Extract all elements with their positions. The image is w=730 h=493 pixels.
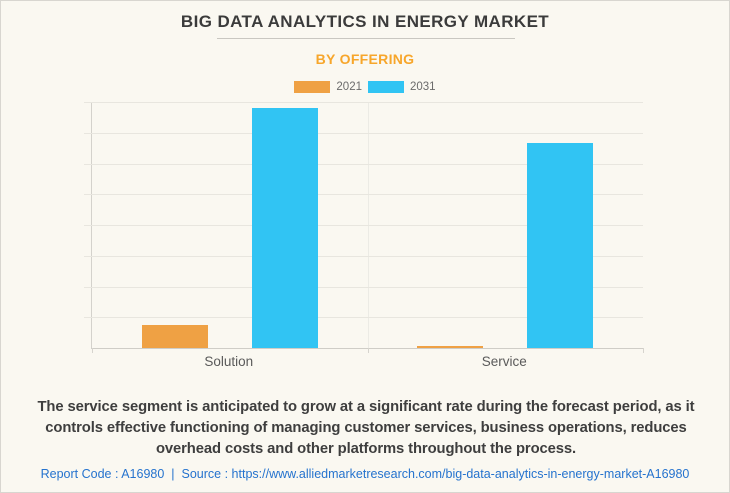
gridline (84, 194, 643, 196)
gridline (84, 225, 643, 226)
gridline (84, 132, 643, 134)
source-url-link[interactable]: https://www.alliedmarketresearch.com/big… (231, 467, 690, 481)
gridline (84, 102, 643, 103)
gridline (84, 163, 643, 165)
x-axis-label-service: Service (481, 354, 527, 369)
bar-solution-2031[interactable] (251, 108, 318, 348)
chart-legend: 2021 2031 (1, 81, 729, 93)
title-divider (217, 38, 515, 39)
x-axis-tick (92, 348, 93, 353)
insight-text: The service segment is anticipated to gr… (37, 399, 695, 457)
gridline (84, 317, 643, 319)
bar-service-2021[interactable] (417, 345, 484, 348)
legend-label-2031: 2031 (410, 81, 436, 93)
legend-item-2021[interactable]: 2021 (294, 81, 362, 93)
legend-swatch-2031 (368, 81, 404, 93)
source-label: Source : (181, 467, 229, 481)
gridline (84, 286, 643, 288)
footer-source-line: Report Code : A16980 | Source : https://… (1, 467, 729, 481)
x-axis-tick (367, 348, 369, 353)
legend-label-2021: 2021 (336, 81, 362, 93)
legend-swatch-2021 (294, 81, 331, 93)
footer-separator: | (171, 467, 175, 481)
x-axis-label-solution: Solution (204, 354, 254, 369)
legend-item-2031[interactable]: 2031 (368, 81, 436, 93)
report-code: Report Code : A16980 (40, 467, 165, 481)
plot-area (84, 102, 644, 353)
x-axis-tick (643, 348, 644, 353)
page-title: BIG DATA ANALYTICS IN ENERGY MARKET (180, 12, 550, 31)
chart-subtitle: BY OFFERING (315, 51, 415, 67)
bar-service-2031[interactable] (527, 142, 594, 348)
x-axis-labels: Solution Service (91, 354, 642, 372)
gridline (84, 255, 643, 257)
bar-solution-2021[interactable] (141, 324, 208, 348)
